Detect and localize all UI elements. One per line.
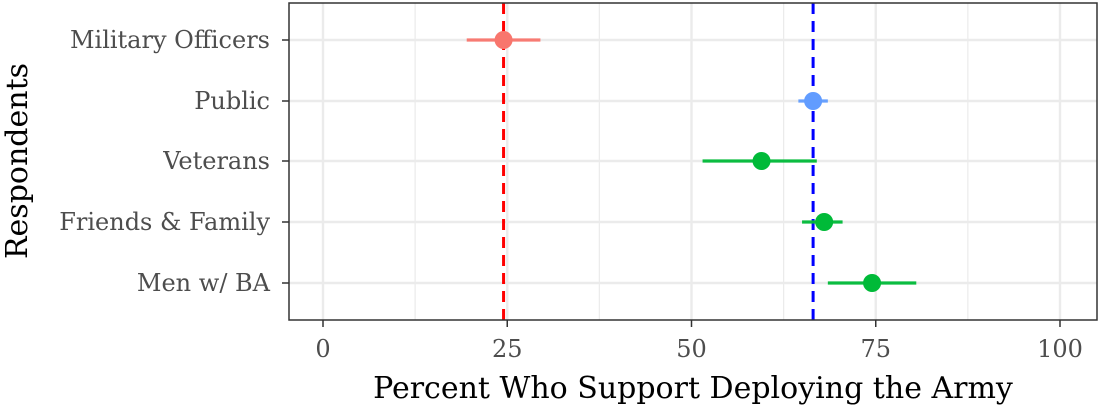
x-tick-label: 0 [315, 335, 330, 363]
y-tick-label: Friends & Family [59, 208, 270, 236]
data-point [494, 31, 513, 49]
grid [289, 3, 1097, 320]
x-tick-label: 75 [860, 335, 891, 363]
axis-ticks [282, 39, 1061, 327]
data-point [815, 213, 834, 231]
data-point [804, 92, 823, 110]
x-axis-title: Percent Who Support Deploying the Army [373, 371, 1013, 406]
x-tick-label: 50 [676, 335, 707, 363]
data-point [863, 274, 882, 292]
y-tick-labels: Military Officers Public Veterans Friends &… [59, 26, 270, 297]
y-tick-label: Military Officers [70, 26, 270, 54]
x-tick-label: 25 [492, 335, 523, 363]
data-point [752, 152, 771, 170]
points [494, 31, 882, 292]
y-tick-label: Public [194, 87, 270, 115]
y-tick-label: Veterans [162, 147, 270, 175]
y-axis-title: Respondents [0, 63, 35, 259]
x-tick-labels: 0 25 50 75 100 [315, 335, 1083, 363]
x-tick-label: 100 [1037, 335, 1083, 363]
y-tick-label: Men w/ BA [137, 269, 271, 297]
